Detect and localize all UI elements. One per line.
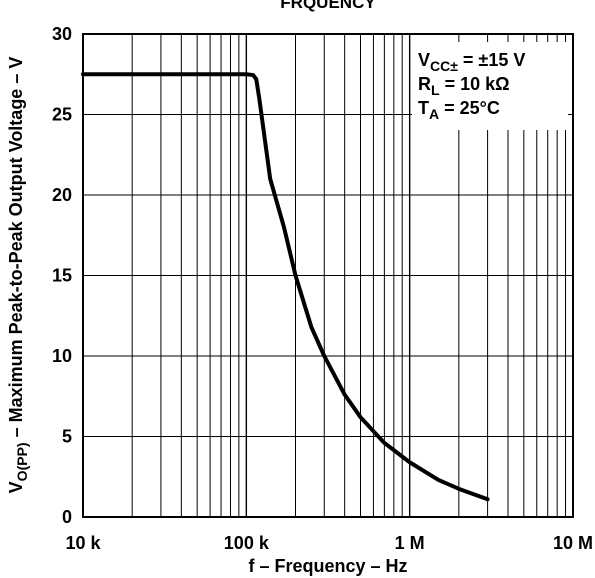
condition-symbol: V (418, 50, 430, 70)
y-tick-label: 25 (52, 105, 72, 125)
condition-value: = ±15 V (458, 50, 525, 70)
y-tick-label: 0 (62, 507, 72, 527)
condition-symbol: T (418, 98, 429, 118)
chart-title: FRQUENCY (280, 0, 376, 12)
condition-value: = 10 kΩ (440, 74, 510, 94)
plot-frame (82, 33, 574, 518)
y-tick-label: 30 (52, 24, 72, 44)
y-axis-title: VO(PP) – Maximum Peak-to-Peak Output Vol… (6, 57, 30, 494)
x-axis-title: f – Frequency – Hz (248, 556, 407, 576)
x-tick-label: 10 M (553, 533, 593, 553)
y-axis-symbol: V (6, 481, 26, 493)
condition-subscript: A (429, 106, 439, 122)
condition-line: VCC± = ±15 V (418, 50, 525, 74)
condition-subscript: L (431, 82, 440, 98)
x-tick-label: 100 k (224, 533, 270, 553)
y-tick-label: 5 (62, 427, 72, 447)
y-tick-label: 20 (52, 185, 72, 205)
y-tick-label: 15 (52, 266, 72, 286)
conditions-background (412, 42, 568, 130)
condition-subscript: CC± (430, 58, 458, 74)
y-tick-label: 10 (52, 346, 72, 366)
x-tick-label: 10 k (65, 533, 101, 553)
x-tick-label: 1 M (395, 533, 425, 553)
condition-line: RL = 10 kΩ (418, 74, 510, 98)
condition-symbol: R (418, 74, 431, 94)
condition-value: = 25°C (439, 98, 500, 118)
condition-line: TA = 25°C (418, 98, 500, 122)
grid (83, 34, 573, 517)
tick-labels: 10 k 100 k 1 M 10 M 0 5 10 15 20 25 30 (52, 24, 593, 553)
y-axis-symbol-subscript: O(PP) (14, 442, 30, 481)
y-axis-title-text: – Maximum Peak-to-Peak Output Voltage – … (6, 57, 26, 443)
series-line (81, 72, 490, 502)
